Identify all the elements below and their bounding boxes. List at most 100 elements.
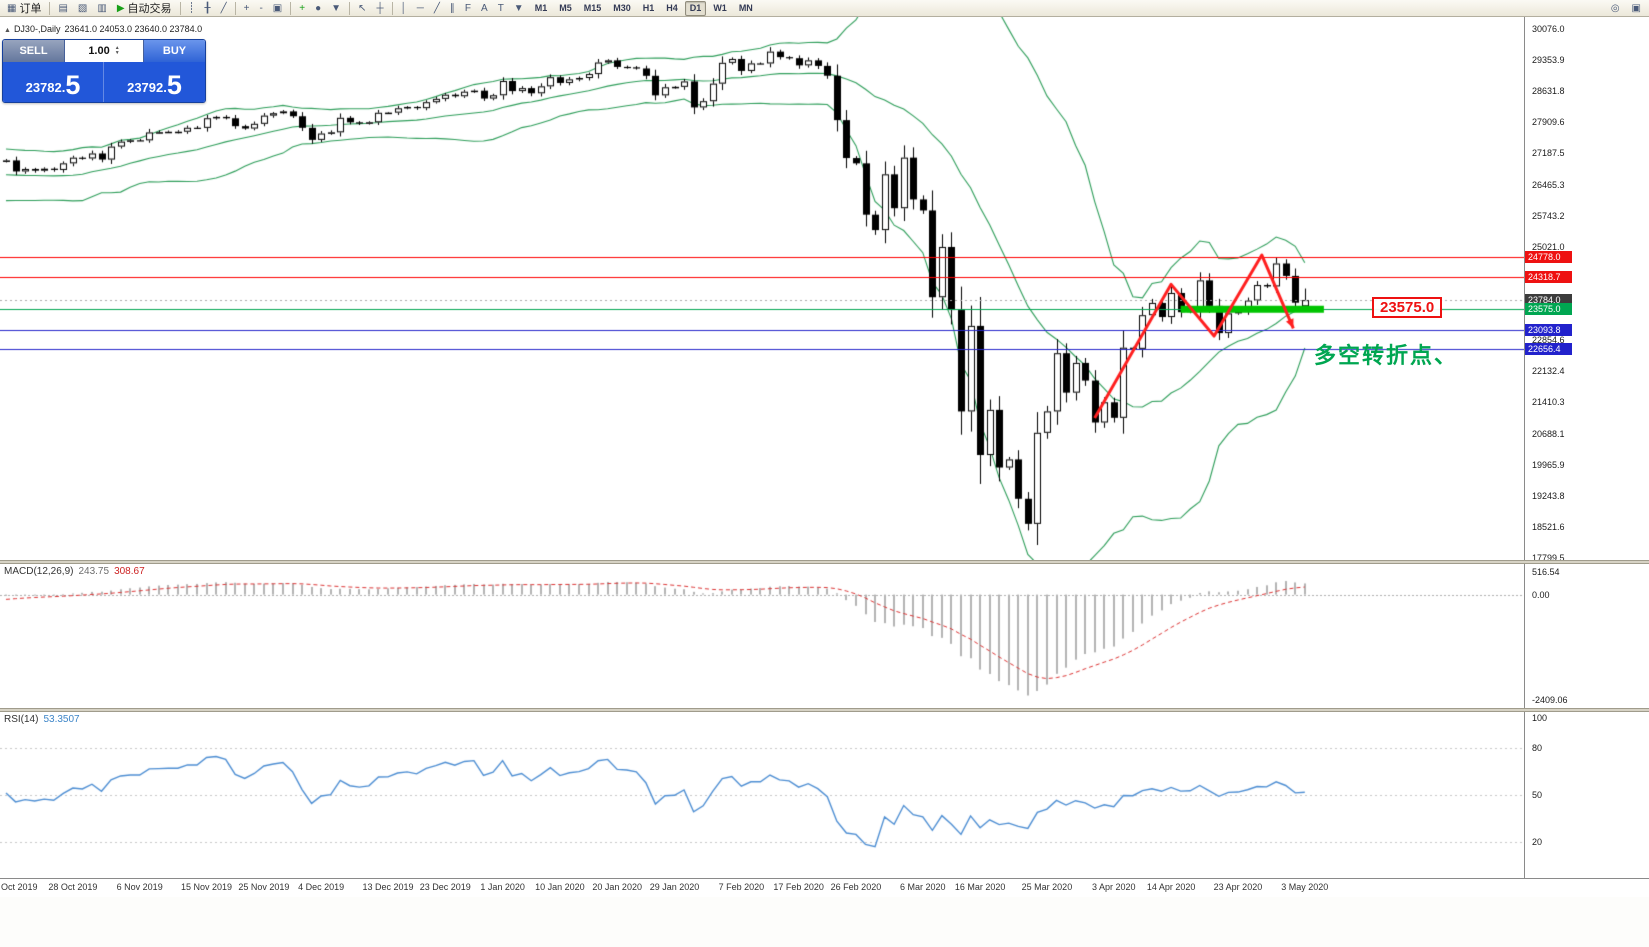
pane-splitter[interactable] xyxy=(0,708,1649,712)
rsi-pane: RSI(14) 53.3507 100 80 50 20 xyxy=(0,712,1649,878)
toolbar-separator xyxy=(290,1,292,15)
toolbar-separator xyxy=(234,1,236,15)
autotrading-button[interactable]: ▶ 自动交易 xyxy=(116,2,172,16)
price-badge: 24318.7 xyxy=(1525,271,1572,284)
volume-up-icon[interactable]: ▲ xyxy=(114,45,120,51)
price-tick-label: 25743.2 xyxy=(1532,210,1565,221)
date-label: 8 Oct 2019 xyxy=(0,882,38,892)
toolbar-separator xyxy=(391,1,393,15)
indicators-icon[interactable]: + xyxy=(299,2,306,14)
crosshair-icon[interactable]: ┼ xyxy=(376,2,384,14)
macd-pane: MACD(12,26,9) 243.75 308.67 516.54 0.00 -240… xyxy=(0,564,1649,708)
bar-chart-icon[interactable]: ┊ xyxy=(188,2,195,14)
date-label: 15 Nov 2019 xyxy=(181,882,233,892)
label-icon[interactable]: T xyxy=(497,2,504,14)
fibonacci-icon[interactable]: F xyxy=(464,2,472,14)
vertical-line-icon[interactable]: │ xyxy=(400,2,407,14)
cursor-icon[interactable]: ↖ xyxy=(358,2,367,14)
macd-value-main: 243.75 xyxy=(78,566,110,577)
price-tick-label: 22132.4 xyxy=(1532,366,1565,377)
rsi-canvas[interactable] xyxy=(0,712,1524,878)
timeframe-button-M1[interactable]: M1 xyxy=(534,2,548,13)
date-label: 13 Dec 2019 xyxy=(362,882,414,892)
main-chart-pane: ▲ DJ30-,Daily 23641.0 24053.0 23640.0 2378… xyxy=(0,17,1649,560)
date-label: 26 Feb 2020 xyxy=(830,882,882,892)
price-badge: 23575.0 xyxy=(1525,303,1572,316)
date-label: 25 Mar 2020 xyxy=(1021,882,1073,892)
price-tick-label: 17799.5 xyxy=(1532,553,1565,560)
volume-value: 1.00 xyxy=(88,45,110,57)
sell-button[interactable]: SELL xyxy=(3,40,64,62)
rsi-tick-label: 20 xyxy=(1532,837,1543,848)
timeframe-button-MN[interactable]: MN xyxy=(738,2,753,13)
price-tick-label: 19243.8 xyxy=(1532,490,1565,501)
channel-icon[interactable]: ∥ xyxy=(449,2,455,14)
price-badge: 23093.8 xyxy=(1525,323,1572,336)
rsi-label: RSI(14) 53.3507 xyxy=(4,714,80,725)
price-tick-label: 29353.9 xyxy=(1532,55,1565,66)
volume-down-icon[interactable]: ▼ xyxy=(114,50,120,56)
templates-icon[interactable]: ▼ xyxy=(331,2,342,14)
buy-button[interactable]: BUY xyxy=(144,40,205,62)
date-label: 23 Apr 2020 xyxy=(1213,882,1263,892)
main-chart-canvas[interactable] xyxy=(0,17,1524,560)
date-label: 17 Feb 2020 xyxy=(773,882,824,892)
buy-price: 23792. 5 xyxy=(127,70,182,100)
timeframe-button-H4[interactable]: H4 xyxy=(666,2,678,13)
periods-icon[interactable]: ● xyxy=(315,2,322,14)
line-chart-icon[interactable]: ╱ xyxy=(220,2,227,14)
timeframe-button-W1[interactable]: W1 xyxy=(713,2,727,13)
price-tick-label: 20688.1 xyxy=(1532,428,1565,439)
symbol-period-label: DJ30-,Daily xyxy=(13,24,61,34)
macd-tick-label: -2409.06 xyxy=(1532,695,1568,705)
macd-name: MACD(12,26,9) xyxy=(4,566,74,577)
rsi-name: RSI(14) xyxy=(4,714,39,725)
new-order-button[interactable]: ▦ 订单 xyxy=(7,2,42,16)
macd-value-signal: 308.67 xyxy=(114,566,145,577)
price-tick-label: 30076.0 xyxy=(1532,24,1565,34)
timeframe-button-M30[interactable]: M30 xyxy=(613,2,631,13)
pane-splitter[interactable] xyxy=(0,560,1649,564)
volume-input[interactable]: 1.00 ▲ ▼ xyxy=(64,40,144,62)
date-label: 25 Nov 2019 xyxy=(238,882,290,892)
macd-tick-label: 516.54 xyxy=(1532,567,1560,577)
profiles-icon[interactable]: ▧ xyxy=(77,2,88,14)
main-toolbar: ▦ 订单 ▤ ▧ ▥ ▶ 自动交易 ┊ ╂ ╱ + - ▣ + ● ▼ ↖ ┼ │ ─ ╱ ∥ F A T ▼ M1 M5 M15 M3… xyxy=(0,0,1649,17)
trendline-icon[interactable]: ╱ xyxy=(433,2,440,14)
chart-ohlc-header: ▲ DJ30-,Daily 23641.0 24053.0 23640.0 2378… xyxy=(4,24,206,34)
sell-price: 23782. 5 xyxy=(3,62,104,102)
candlestick-chart-icon[interactable]: ╂ xyxy=(204,2,211,14)
text-icon[interactable]: A xyxy=(481,2,488,14)
price-tick-label: 21410.3 xyxy=(1532,397,1565,408)
zoom-out-icon[interactable]: - xyxy=(259,2,263,14)
price-annotation-box: 23575.0 xyxy=(1372,297,1443,318)
chart-icon: ▲ xyxy=(4,27,11,34)
toolbar-separator xyxy=(179,1,181,15)
fullscreen-icon[interactable]: ▣ xyxy=(1631,2,1641,14)
date-label: 29 Jan 2020 xyxy=(649,882,700,892)
macd-axis: 516.54 0.00 -2409.06 xyxy=(1524,564,1649,708)
chart-window-icon[interactable]: ▤ xyxy=(58,2,68,14)
timeframe-button-D1[interactable]: D1 xyxy=(684,0,707,16)
date-label: 6 Nov 2019 xyxy=(116,882,163,892)
timeframe-button-H1[interactable]: H1 xyxy=(642,2,655,13)
arrows-icon[interactable]: ▼ xyxy=(513,2,524,14)
rsi-tick-label: 50 xyxy=(1532,790,1543,800)
date-label: 3 May 2020 xyxy=(1281,882,1329,892)
price-badge: 22656.4 xyxy=(1525,342,1572,355)
timeframe-button-M5[interactable]: M5 xyxy=(559,2,572,13)
price-axis: 30076.0 29353.9 28631.8 27909.6 27187.5 26465… xyxy=(1524,17,1649,560)
search-icon[interactable]: ◎ xyxy=(1610,2,1620,14)
data-window-icon[interactable]: ▥ xyxy=(97,2,107,14)
horizontal-line-icon[interactable]: ─ xyxy=(416,2,424,14)
ohlc-values: 23641.0 24053.0 23640.0 23784.0 xyxy=(64,24,203,34)
rsi-tick-label: 100 xyxy=(1532,713,1548,723)
zoom-in-icon[interactable]: + xyxy=(243,2,250,14)
tile-windows-icon[interactable]: ▣ xyxy=(272,2,283,14)
timeframe-button-M15[interactable]: M15 xyxy=(583,2,602,13)
toolbar-separator xyxy=(49,1,51,15)
macd-canvas[interactable] xyxy=(0,564,1524,708)
price-tick-label: 27187.5 xyxy=(1532,148,1565,159)
volume-stepper[interactable]: ▲ ▼ xyxy=(115,46,120,56)
